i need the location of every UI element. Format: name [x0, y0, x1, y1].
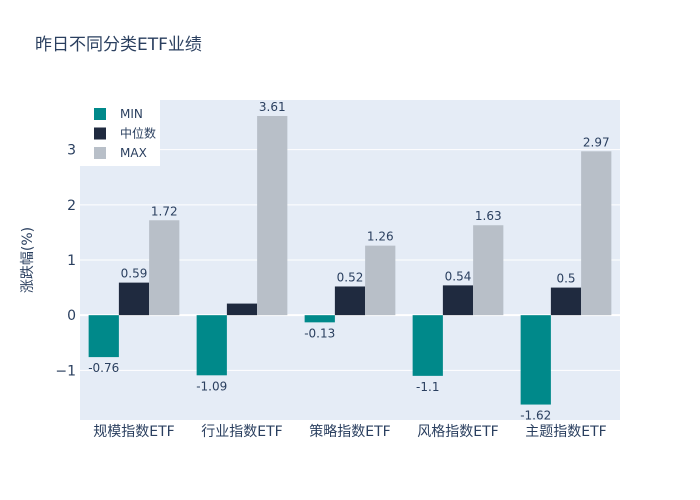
- bar-min[interactable]: [196, 315, 227, 376]
- bar-max[interactable]: [473, 225, 504, 316]
- bar-median[interactable]: [226, 303, 258, 316]
- data-label: 0.5: [556, 272, 575, 286]
- x-tick-label: 规模指数ETF: [93, 424, 174, 440]
- legend-label[interactable]: MAX: [120, 146, 147, 160]
- data-label: 0.52: [337, 270, 364, 284]
- legend-swatch[interactable]: [94, 108, 106, 120]
- data-label: -1.09: [196, 379, 227, 393]
- bar-max[interactable]: [149, 220, 180, 316]
- data-label: -0.76: [88, 361, 119, 375]
- legend-swatch[interactable]: [94, 147, 106, 159]
- y-axis-label: 涨跌幅(%): [20, 227, 36, 293]
- y-tick-label: 3: [67, 143, 76, 159]
- data-label: 1.72: [151, 204, 178, 218]
- data-label: -1.1: [416, 380, 439, 394]
- bar-max[interactable]: [365, 245, 396, 316]
- x-tick-label: 行业指数ETF: [201, 424, 282, 440]
- y-tick-label: 0: [67, 308, 76, 324]
- chart-title: 昨日不同分类ETF业绩: [35, 35, 202, 55]
- legend-label[interactable]: MIN: [120, 107, 143, 121]
- bar-median[interactable]: [550, 287, 582, 316]
- y-axis-ticks: −1 0 1 2 3: [55, 143, 76, 380]
- legend-swatch[interactable]: [94, 127, 106, 140]
- x-axis-ticks: 规模指数ETF 行业指数ETF 策略指数ETF 风格指数ETF 主题指数ETF: [93, 423, 606, 440]
- x-tick-label: 主题指数ETF: [525, 424, 606, 440]
- legend-label[interactable]: 中位数: [120, 126, 156, 141]
- data-label: 3.61: [259, 100, 286, 114]
- data-label: -0.13: [304, 326, 335, 340]
- data-label: 1.26: [367, 230, 394, 244]
- data-label: 0.59: [121, 267, 148, 281]
- data-label: -1.62: [520, 409, 551, 423]
- data-labels: -0.76 0.59 1.72 -1.09 3.61 -0.13 0.52 1.26 -1.1 0…: [88, 100, 609, 423]
- data-label: 0.54: [445, 269, 472, 283]
- bar-min[interactable]: [304, 315, 335, 323]
- bar-min[interactable]: [520, 315, 551, 405]
- bar-max[interactable]: [257, 116, 288, 316]
- data-label: 2.97: [583, 135, 610, 149]
- y-tick-label: 1: [67, 253, 76, 269]
- legend-box: [80, 100, 160, 166]
- bar-min[interactable]: [412, 315, 443, 376]
- bar-max[interactable]: [581, 151, 612, 316]
- y-tick-label: −1: [55, 363, 76, 379]
- x-tick-label: 风格指数ETF: [417, 424, 498, 440]
- data-label: 1.63: [475, 209, 502, 223]
- bar-median[interactable]: [118, 282, 150, 316]
- y-tick-label: 2: [67, 198, 76, 214]
- bars: [88, 116, 612, 405]
- legend[interactable]: MIN 中位数 MAX: [80, 100, 160, 166]
- x-tick-label: 策略指数ETF: [309, 423, 390, 440]
- bar-median[interactable]: [442, 285, 474, 316]
- bar-min[interactable]: [88, 315, 119, 358]
- bar-median[interactable]: [334, 286, 366, 316]
